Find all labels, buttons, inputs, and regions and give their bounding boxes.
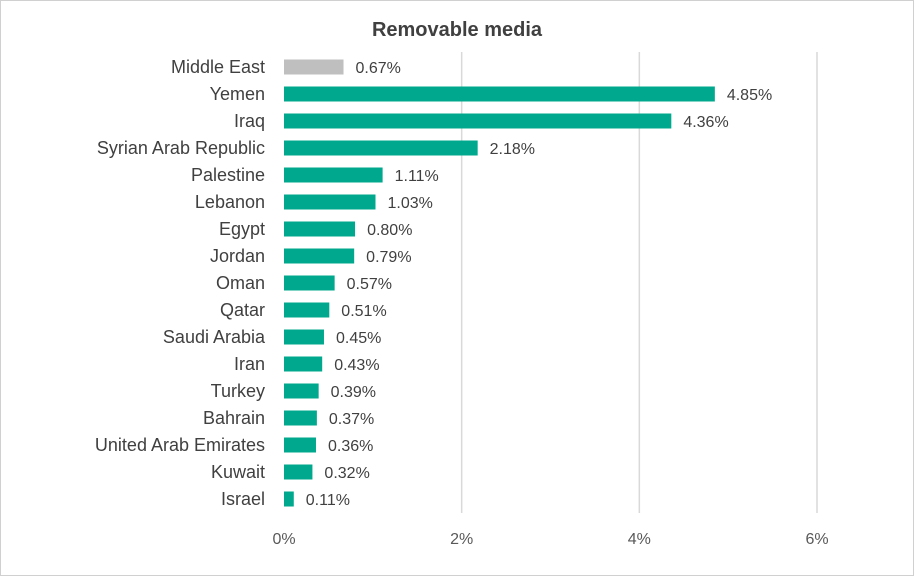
x-tick-label: 6%	[805, 531, 828, 548]
bar	[284, 437, 316, 453]
data-label: 4.36%	[683, 114, 728, 131]
category-label: Iran	[234, 354, 265, 374]
category-label: United Arab Emirates	[95, 435, 265, 455]
data-label: 0.11%	[306, 492, 350, 509]
data-label: 0.45%	[336, 330, 381, 347]
data-label: 0.32%	[324, 465, 369, 482]
category-label: Jordan	[210, 246, 265, 266]
bar	[284, 464, 313, 480]
category-label: Kuwait	[211, 462, 265, 482]
category-label: Syrian Arab Republic	[97, 138, 265, 158]
category-label: Yemen	[210, 84, 265, 104]
chart-title: Removable media	[372, 19, 543, 41]
category-label: Saudi Arabia	[163, 327, 266, 347]
category-label: Palestine	[191, 165, 265, 185]
x-tick-label: 0%	[272, 531, 295, 548]
category-label: Lebanon	[195, 192, 265, 212]
bar	[284, 140, 478, 156]
bar	[284, 302, 330, 318]
data-label: 2.18%	[490, 141, 535, 158]
bar	[284, 383, 319, 399]
category-labels: Middle East Yemen Iraq Syrian Arab Republic…	[95, 57, 266, 509]
data-label: 0.80%	[367, 222, 412, 239]
category-label: Middle East	[171, 57, 265, 77]
data-label: 0.39%	[331, 384, 376, 401]
bar	[284, 410, 317, 426]
bar	[284, 221, 356, 237]
data-label: 0.57%	[347, 276, 392, 293]
bar	[284, 167, 383, 183]
data-label: 0.36%	[328, 438, 373, 455]
data-label: 0.51%	[341, 303, 386, 320]
data-label: 0.79%	[366, 249, 411, 266]
bars	[284, 59, 715, 507]
data-label: 4.85%	[727, 87, 772, 104]
bar	[284, 194, 376, 210]
data-label: 0.43%	[334, 357, 379, 374]
bar	[284, 356, 323, 372]
category-label: Bahrain	[203, 408, 265, 428]
category-label: Turkey	[211, 381, 265, 401]
category-label: Oman	[216, 273, 265, 293]
bar	[284, 491, 294, 507]
bar	[284, 329, 324, 345]
category-label: Iraq	[234, 111, 265, 131]
data-label: 1.11%	[395, 168, 439, 185]
data-label: 0.37%	[329, 411, 374, 428]
bar	[284, 275, 335, 291]
bar	[284, 86, 715, 102]
data-label: 0.67%	[356, 60, 401, 77]
category-label: Egypt	[219, 219, 265, 239]
gridlines	[460, 52, 818, 513]
x-tick-label: 2%	[450, 531, 473, 548]
x-tick-label: 4%	[628, 531, 651, 548]
bar	[284, 248, 355, 264]
category-label: Israel	[221, 489, 265, 509]
data-label: 1.03%	[387, 195, 432, 212]
x-axis-tick-labels: 0% 2% 4% 6%	[272, 531, 828, 548]
bar	[284, 59, 344, 75]
value-labels: 0.67% 4.85% 4.36% 2.18% 1.11% 1.03% 0.80% 0.79%…	[306, 60, 772, 509]
category-label: Qatar	[220, 300, 265, 320]
bar	[284, 113, 672, 129]
